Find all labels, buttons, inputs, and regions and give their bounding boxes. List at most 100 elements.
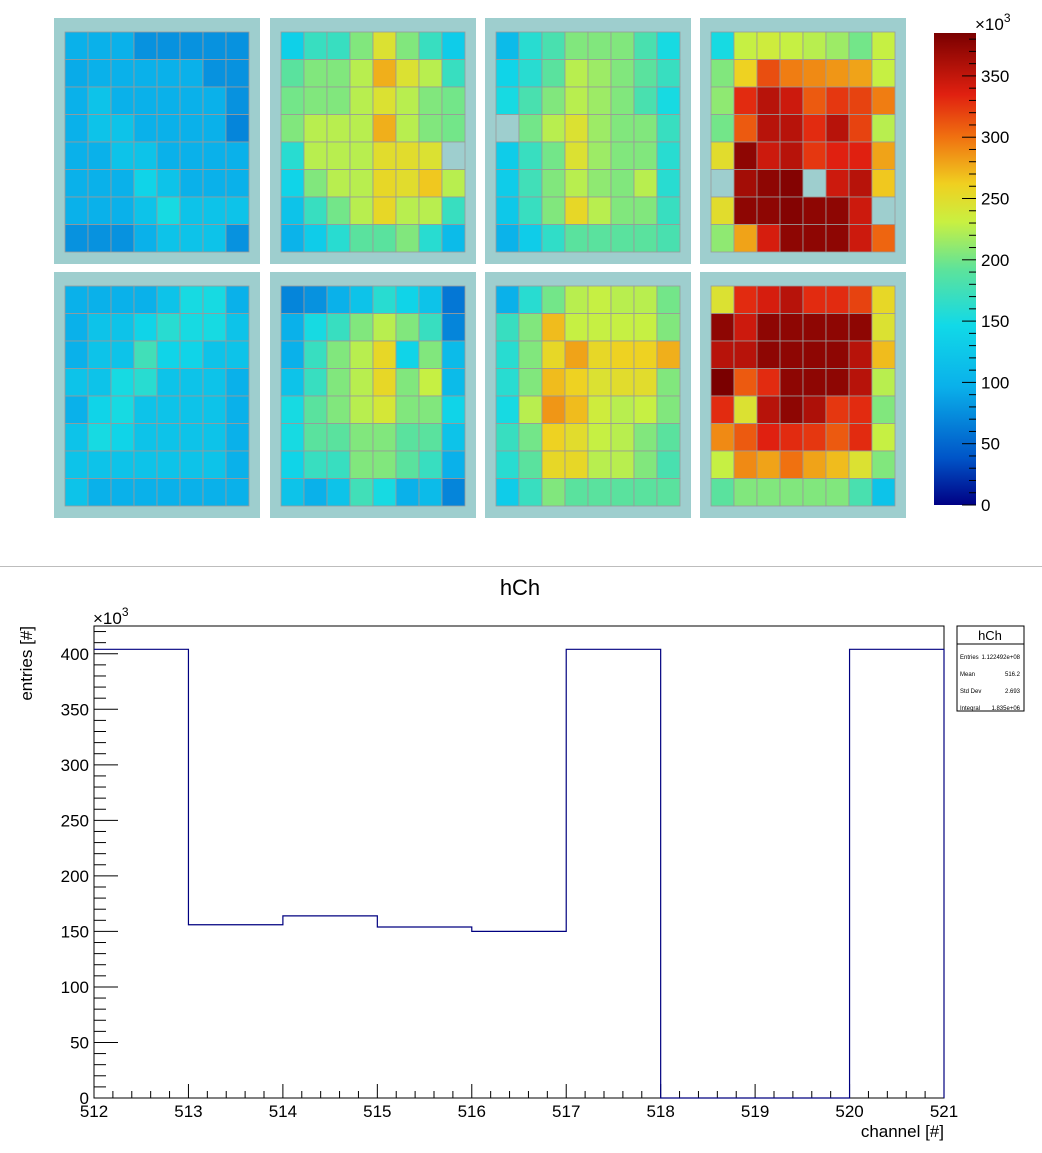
heatmap-cell	[179, 423, 204, 452]
heatmap-cell	[733, 196, 758, 225]
stats-label: Mean	[960, 672, 975, 678]
heatmap-cell	[825, 86, 850, 115]
heatmap-cell	[110, 141, 135, 170]
colorbar-tick-label: 250	[981, 190, 1009, 209]
heatmap-cell	[303, 423, 328, 452]
heatmap-cell	[225, 141, 250, 170]
heatmap-cell	[372, 478, 397, 507]
heatmap-cell	[156, 224, 181, 253]
heatmap-cell	[225, 313, 250, 342]
heatmap-cell	[156, 31, 181, 60]
heatmap-cell	[733, 114, 758, 143]
heatmap-cell	[802, 224, 827, 253]
heatmap-panel	[270, 272, 476, 518]
heatmap-cell	[541, 395, 566, 424]
heatmap-cell	[587, 59, 612, 88]
heatmap-cell	[633, 313, 658, 342]
heatmap-panel	[54, 272, 260, 518]
stats-label: Entries	[960, 655, 979, 661]
heatmap-cell	[756, 196, 781, 225]
histogram-figure: hCh 512 513 514 515 516 517 518 519 520 521 0 50 100…	[17, 575, 1025, 1141]
heatmap-panel	[700, 272, 906, 518]
heatmap-cell	[802, 114, 827, 143]
heatmap-cell	[225, 196, 250, 225]
heatmap-panel	[54, 18, 260, 264]
heatmap-cell	[225, 114, 250, 143]
heatmap-cell	[518, 395, 543, 424]
heatmap-cell	[133, 86, 158, 115]
heatmap-cell	[779, 59, 804, 88]
heatmap-cell	[326, 285, 351, 314]
heatmap-cell	[656, 340, 681, 369]
heatmap-cell	[518, 340, 543, 369]
heatmap-cell	[441, 169, 466, 198]
heatmap-cell	[326, 368, 351, 397]
heatmap-cell	[518, 224, 543, 253]
heatmap-cell	[225, 340, 250, 369]
heatmap-cell	[110, 224, 135, 253]
heatmap-cell	[225, 169, 250, 198]
heatmap-cell	[133, 114, 158, 143]
heatmap-cell	[779, 313, 804, 342]
heatmap-cell	[441, 368, 466, 397]
heatmap-cell	[349, 31, 374, 60]
heatmap-cell	[871, 368, 896, 397]
heatmap-cell	[280, 141, 305, 170]
y-tick-label: 100	[61, 978, 89, 997]
heatmap-cell	[133, 340, 158, 369]
y-tick-label: 150	[61, 922, 89, 941]
heatmap-cell	[518, 285, 543, 314]
heatmap-cell	[495, 478, 520, 507]
heatmap-cell	[395, 59, 420, 88]
heatmap-cell	[326, 224, 351, 253]
heatmap-cell	[656, 423, 681, 452]
heatmap-cell	[441, 196, 466, 225]
heatmap-cell	[495, 59, 520, 88]
heatmap-cell	[372, 340, 397, 369]
heatmap-cell	[656, 368, 681, 397]
heatmap-cell	[395, 196, 420, 225]
heatmap-cell	[303, 368, 328, 397]
heatmap-cell	[110, 114, 135, 143]
histogram-line	[94, 648, 945, 1099]
colorbar-tick-label: 0	[981, 496, 990, 515]
heatmap-cell	[518, 450, 543, 479]
heatmap-cell	[610, 31, 635, 60]
heatmap-cell	[372, 285, 397, 314]
heatmap-cell	[418, 86, 443, 115]
heatmap-cell	[541, 86, 566, 115]
heatmap-cell	[225, 395, 250, 424]
heatmap-cell	[825, 368, 850, 397]
heatmap-cell	[372, 31, 397, 60]
heatmap-cell	[495, 395, 520, 424]
heatmap-cell	[64, 450, 89, 479]
x-tick-label: 512	[80, 1102, 108, 1121]
heatmap-cell	[756, 423, 781, 452]
heatmap-cell	[756, 224, 781, 253]
heatmap-cell	[202, 285, 227, 314]
heatmap-cell	[110, 450, 135, 479]
heatmap-cell	[779, 395, 804, 424]
heatmap-cell	[303, 395, 328, 424]
heatmap-cell	[495, 368, 520, 397]
heatmap-cell	[349, 340, 374, 369]
heatmap-cell	[871, 196, 896, 225]
heatmap-cell	[610, 196, 635, 225]
heatmap-cell	[179, 224, 204, 253]
heatmap-cell	[518, 478, 543, 507]
heatmap-cell	[156, 141, 181, 170]
heatmap-cell	[848, 395, 873, 424]
heatmap-cell	[825, 114, 850, 143]
heatmap-cell	[303, 31, 328, 60]
heatmap-cell	[64, 395, 89, 424]
heatmap-cell	[87, 59, 112, 88]
heatmap-cell	[541, 450, 566, 479]
heatmap-cell	[418, 141, 443, 170]
heatmap-cell	[349, 285, 374, 314]
heatmap-cell	[656, 114, 681, 143]
heatmap-cell	[372, 86, 397, 115]
heatmap-cell	[395, 395, 420, 424]
heatmap-cell	[303, 313, 328, 342]
heatmap-cell	[779, 141, 804, 170]
heatmap-cell	[395, 450, 420, 479]
